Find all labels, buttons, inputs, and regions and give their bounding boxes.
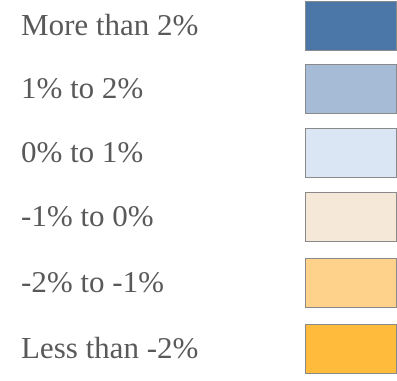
- legend-label: 1% to 2%: [21, 70, 144, 105]
- legend-item-minus-2-to-minus-1: -2% to -1%: [0, 258, 397, 312]
- legend-swatch: [305, 128, 397, 178]
- legend-label: Less than -2%: [21, 330, 199, 365]
- legend-swatch: [305, 64, 397, 114]
- legend-swatch: [305, 258, 397, 308]
- legend-swatch: [305, 324, 397, 374]
- legend-label: -2% to -1%: [21, 264, 164, 299]
- legend-swatch: [305, 1, 397, 51]
- legend-item-less-than-minus-2: Less than -2%: [0, 324, 397, 378]
- legend-label: More than 2%: [21, 7, 199, 42]
- legend-item-minus-1-to-0: -1% to 0%: [0, 192, 397, 246]
- legend-item-more-than-2: More than 2%: [0, 1, 397, 55]
- legend-label: -1% to 0%: [21, 198, 154, 233]
- legend-label: 0% to 1%: [21, 134, 144, 169]
- legend-item-1-to-2: 1% to 2%: [0, 64, 397, 118]
- legend-item-0-to-1: 0% to 1%: [0, 128, 397, 182]
- legend-swatch: [305, 192, 397, 242]
